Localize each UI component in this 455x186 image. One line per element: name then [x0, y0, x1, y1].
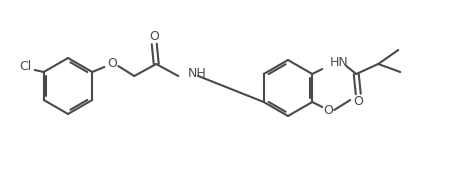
Text: O: O	[353, 95, 362, 108]
Text: O: O	[107, 57, 117, 70]
Text: HN: HN	[329, 57, 348, 70]
Text: NH: NH	[188, 68, 207, 81]
Text: O: O	[323, 103, 333, 116]
Text: O: O	[149, 30, 159, 42]
Text: Cl: Cl	[20, 60, 32, 73]
